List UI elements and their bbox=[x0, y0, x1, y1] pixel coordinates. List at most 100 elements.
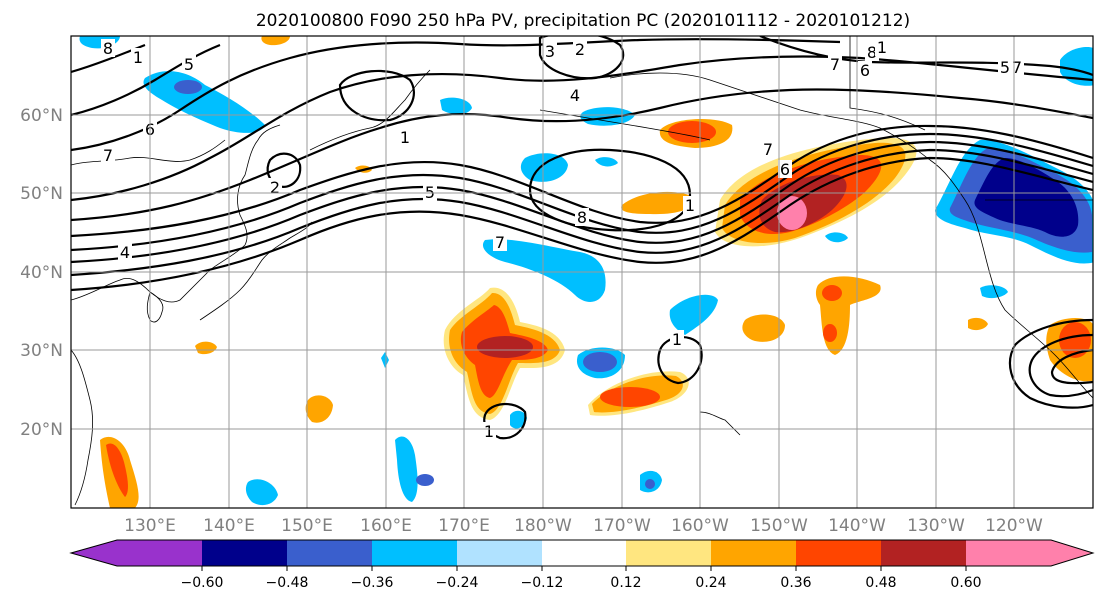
contour-label: 1 bbox=[672, 330, 682, 349]
colorbar-swatch bbox=[881, 540, 966, 566]
colorbar-tick-label: −0.12 bbox=[521, 575, 564, 591]
coastline-hawaii bbox=[699, 411, 741, 436]
colorbar-tick-label: −0.24 bbox=[436, 575, 479, 591]
pv-contour-2 bbox=[71, 148, 1093, 277]
precip-positive-region bbox=[195, 341, 217, 355]
coastline-china bbox=[71, 349, 94, 506]
lon-tick-label: 150°W bbox=[750, 516, 808, 536]
colorbar-swatch bbox=[796, 540, 881, 566]
precip-positive-region bbox=[305, 395, 333, 423]
coastline-siberia bbox=[71, 139, 226, 166]
lat-tick-label: 30°N bbox=[20, 341, 63, 361]
lon-tick-label: 130°E bbox=[124, 516, 176, 536]
pv-contour-3 bbox=[71, 140, 1093, 264]
precip-positive-region bbox=[600, 387, 660, 407]
pv-contour-4 bbox=[71, 132, 1093, 252]
precip-negative-region bbox=[520, 153, 568, 182]
contour-label: 8 bbox=[103, 39, 113, 58]
contour-label: 1 bbox=[133, 48, 143, 67]
contour-label: 2 bbox=[270, 178, 280, 197]
contour-label: 8 bbox=[867, 43, 877, 62]
colorbar-swatch bbox=[542, 540, 626, 566]
colorbar-tick-label: −0.60 bbox=[181, 575, 224, 591]
contour-label: 4 bbox=[120, 243, 130, 262]
pv-contour-5 bbox=[71, 124, 1093, 238]
precip-negative-region bbox=[416, 474, 434, 486]
precip-negative-region bbox=[1060, 47, 1093, 86]
pv-contour-trough bbox=[1028, 333, 1093, 398]
pv-contour-trough bbox=[1008, 318, 1093, 409]
coastline-alaska bbox=[609, 72, 931, 161]
graticule bbox=[71, 36, 1093, 508]
precip-negative-region bbox=[381, 352, 389, 368]
contour-label: 3 bbox=[545, 42, 555, 61]
contour-label: 4 bbox=[570, 86, 580, 105]
contour-label: 8 bbox=[577, 208, 587, 227]
pv-contour-8 bbox=[71, 38, 841, 152]
precip-positive-region bbox=[621, 191, 695, 215]
colorbar-tick-label: 0.24 bbox=[695, 575, 726, 591]
pv-contour-trough bbox=[1050, 348, 1093, 385]
colorbar-swatch bbox=[287, 540, 372, 566]
latitude-labels: 60°N 50°N 40°N 30°N 20°N bbox=[20, 106, 63, 440]
contour-label: 6 bbox=[780, 160, 790, 179]
contour-label: 7 bbox=[103, 146, 113, 165]
lon-tick-label: 130°W bbox=[907, 516, 965, 536]
map-panel: 8 1 5 3 2 4 6 7 1 2 4 bbox=[70, 35, 1094, 509]
lat-tick-label: 40°N bbox=[20, 263, 63, 283]
colorbar-extend-max bbox=[1051, 540, 1093, 566]
precip-negative-region bbox=[174, 80, 202, 94]
map-frame bbox=[70, 35, 1094, 509]
contour-label: 1 bbox=[484, 422, 494, 441]
pv-closed-contour bbox=[538, 36, 625, 80]
coastline-east-asia bbox=[71, 124, 281, 303]
contour-label: 1 bbox=[877, 38, 887, 57]
lon-tick-label: 180°W bbox=[514, 516, 572, 536]
colorbar-tick-label: 0.12 bbox=[610, 575, 641, 591]
colorbar-tick-label: 0.60 bbox=[950, 575, 981, 591]
pv-closed-contour bbox=[266, 152, 302, 188]
precip-negative-region bbox=[980, 285, 1008, 299]
precip-negative-region bbox=[583, 352, 617, 372]
precip-negative-region bbox=[669, 294, 718, 335]
lon-tick-label: 150°E bbox=[281, 516, 333, 536]
colorbar-tick-label: −0.36 bbox=[351, 575, 394, 591]
precip-negative-region bbox=[510, 410, 527, 429]
lon-tick-label: 170°W bbox=[593, 516, 651, 536]
precip-positive-region bbox=[968, 317, 988, 331]
precip-negative-region bbox=[580, 107, 635, 126]
colorbar-swatch bbox=[372, 540, 457, 566]
colorbar-swatch bbox=[457, 540, 542, 566]
precip-positive-region bbox=[823, 324, 837, 342]
pv-closed-contour bbox=[528, 148, 692, 232]
precip-negative-region bbox=[645, 479, 655, 489]
precip-positive-region bbox=[261, 36, 290, 46]
lon-tick-label: 120°W bbox=[985, 516, 1043, 536]
coastline-kamchatka bbox=[309, 69, 431, 151]
pv-contour-1 bbox=[71, 156, 1093, 292]
lon-tick-label: 160°W bbox=[671, 516, 729, 536]
colorbar-swatch bbox=[711, 540, 796, 566]
precip-positive-region bbox=[477, 336, 533, 358]
pv-contour-6 bbox=[71, 88, 1093, 222]
precip-positive-region bbox=[668, 121, 716, 143]
contour-label: 7 bbox=[495, 233, 505, 252]
colorbar-tick-label: 0.36 bbox=[780, 575, 811, 591]
precip-negative-region bbox=[595, 157, 618, 167]
lat-tick-label: 20°N bbox=[20, 420, 63, 440]
lon-tick-label: 170°E bbox=[438, 516, 490, 536]
precip-positive-region bbox=[1059, 322, 1091, 358]
lon-tick-label: 160°E bbox=[360, 516, 412, 536]
precip-negative-region bbox=[482, 239, 606, 302]
precip-positive-region bbox=[777, 196, 807, 230]
pv-closed-contour bbox=[338, 69, 416, 122]
colorbar: −0.60 −0.48 −0.36 −0.24 −0.12 0.12 0.24 … bbox=[69, 539, 1095, 591]
precip-negative-region bbox=[395, 436, 418, 502]
coastline-korea bbox=[146, 291, 164, 323]
lat-tick-label: 50°N bbox=[20, 184, 63, 204]
lat-tick-label: 60°N bbox=[20, 106, 63, 126]
precip-positive-region bbox=[822, 285, 842, 301]
longitude-labels: 130°E 140°E 150°E 160°E 170°E 180°W 170°… bbox=[124, 516, 1043, 536]
lon-tick-label: 140°W bbox=[828, 516, 886, 536]
